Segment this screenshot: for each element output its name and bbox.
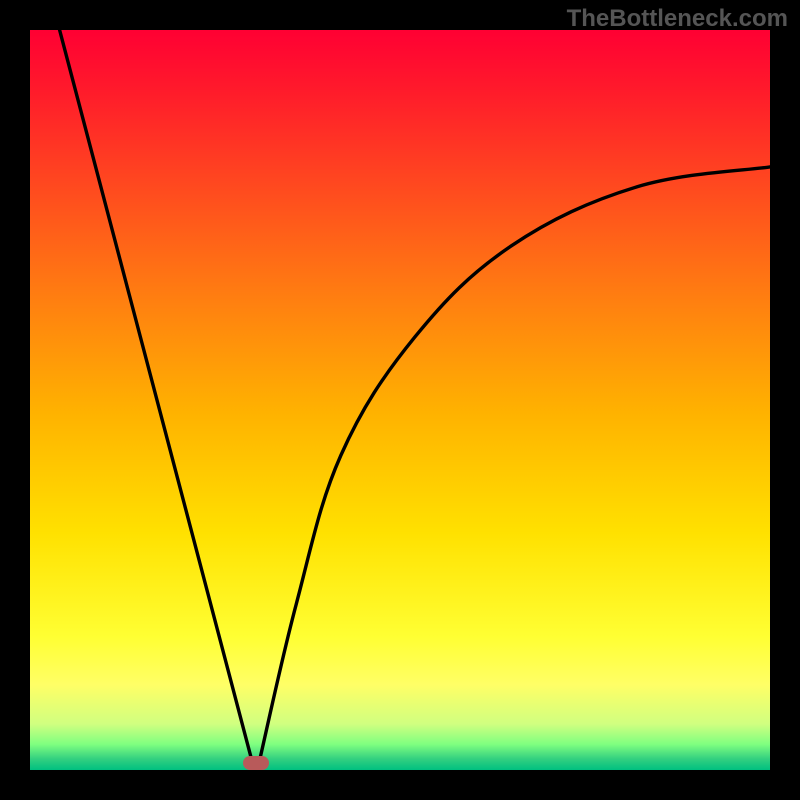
plot-area — [30, 30, 770, 770]
gradient-and-curve — [30, 30, 770, 770]
minimum-marker — [243, 756, 269, 770]
gradient-rect — [30, 30, 770, 770]
chart-frame: TheBottleneck.com — [0, 0, 800, 800]
watermark-text: TheBottleneck.com — [567, 5, 788, 33]
